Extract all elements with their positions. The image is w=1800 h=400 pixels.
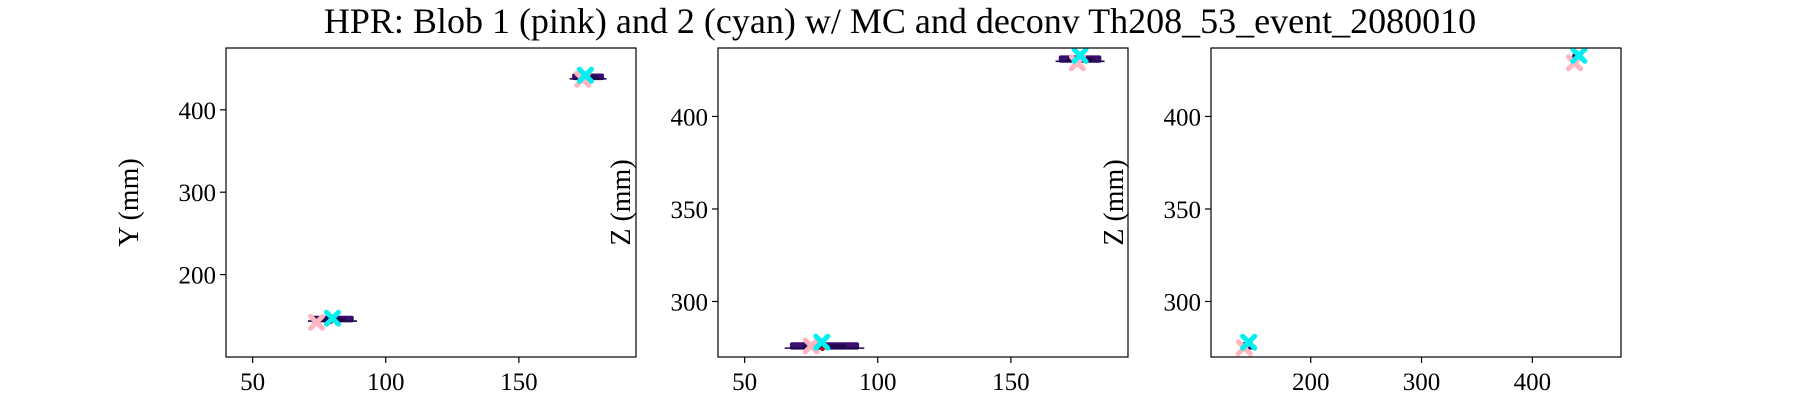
- plot-area: [784, 48, 1105, 355]
- x-tick-label: 100: [859, 369, 897, 396]
- x-tick-label: 50: [732, 369, 757, 396]
- y-tick-label: 200: [179, 263, 217, 290]
- panel-3: 200 300 400 300 350 400 Z (mm): [1099, 47, 1622, 396]
- y-axis-label: Y (mm): [114, 158, 145, 246]
- x-tick-label: 50: [240, 369, 265, 396]
- x-tick-label: 300: [1403, 369, 1441, 396]
- y-tick-label: 300: [179, 180, 217, 207]
- panels: 50 100 150 200 300 400 Y (mm) 50 100 150 300 350 400…: [114, 47, 1622, 396]
- y-tick-label: 300: [671, 289, 709, 316]
- blob2-marker: [576, 66, 594, 84]
- axes-frame: [717, 47, 1129, 358]
- mc-hit: [820, 346, 825, 352]
- y-tick-label: 350: [671, 197, 709, 224]
- x-tick-label: 400: [1514, 369, 1552, 396]
- y-axis-label: Z (mm): [1099, 159, 1130, 245]
- y-tick-label: 400: [671, 104, 709, 131]
- plot-area: [308, 66, 607, 331]
- blob2-marker: [813, 333, 831, 351]
- y-tick-label: 300: [1164, 289, 1202, 316]
- plot-area: [1235, 48, 1588, 357]
- axes-frame: [1210, 47, 1622, 358]
- blob2-marker: [1570, 48, 1588, 64]
- panel-1: 50 100 150 200 300 400 Y (mm): [114, 47, 637, 396]
- y-tick-label: 350: [1164, 197, 1202, 224]
- panel-2: 50 100 150 300 350 400 Z (mm): [606, 47, 1129, 396]
- blob1-marker: [308, 313, 326, 331]
- x-tick-label: 150: [500, 369, 538, 396]
- chart-title: HPR: Blob 1 (pink) and 2 (cyan) w/ MC an…: [324, 1, 1476, 41]
- blob2-marker: [323, 309, 341, 327]
- y-axis-label: Z (mm): [606, 159, 637, 245]
- y-tick-label: 400: [179, 98, 217, 125]
- x-tick-label: 100: [367, 369, 405, 396]
- axes-frame: [225, 47, 637, 358]
- y-tick-label: 400: [1164, 104, 1202, 131]
- blob2-marker: [1240, 333, 1258, 351]
- x-tick-label: 200: [1292, 369, 1330, 396]
- x-tick-label: 150: [992, 369, 1030, 396]
- blob2-marker: [1071, 48, 1089, 64]
